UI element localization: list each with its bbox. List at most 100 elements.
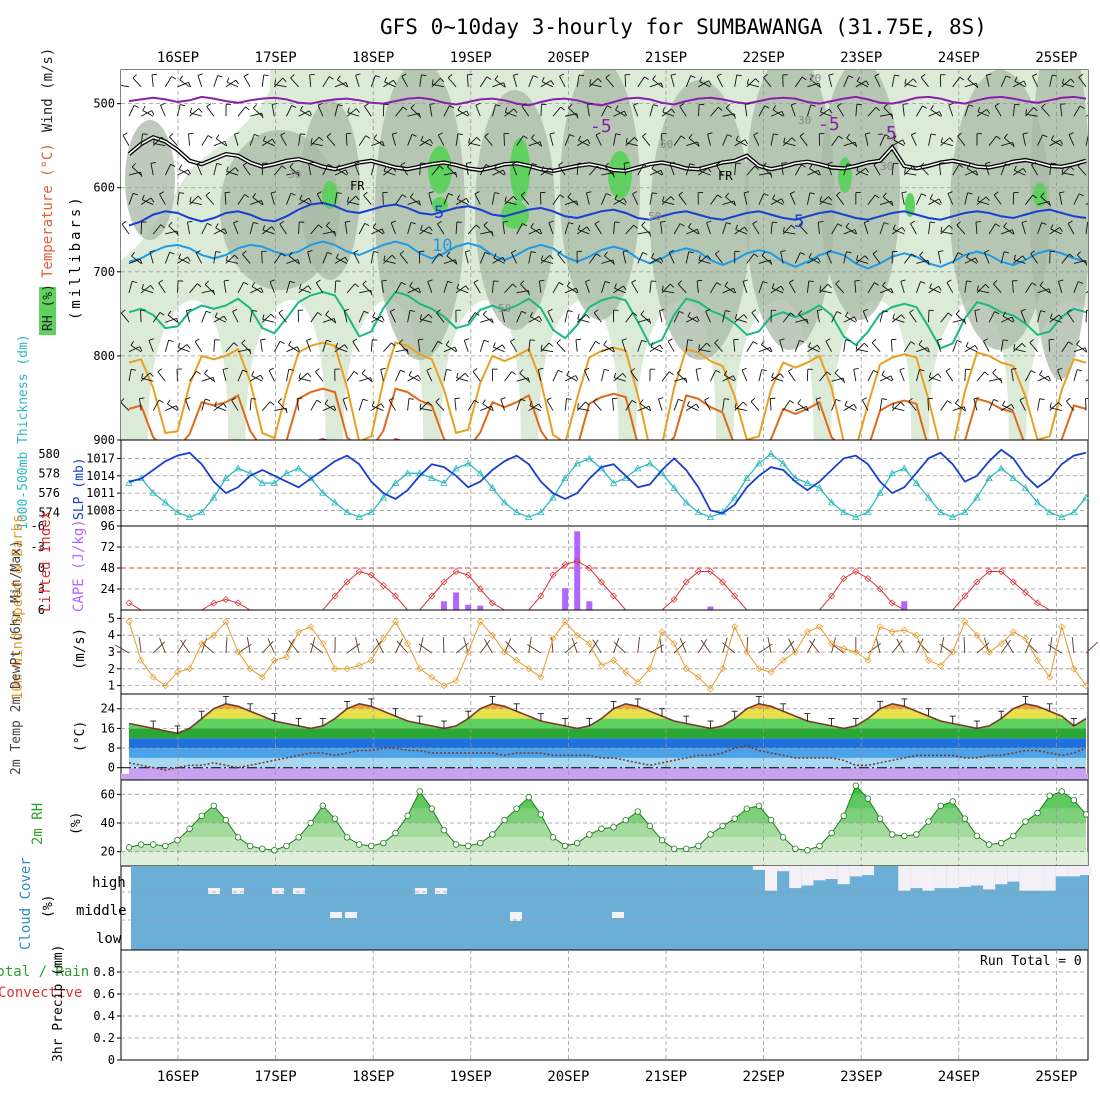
wind-barb (1005, 75, 1011, 79)
wind-barb (504, 108, 515, 117)
wind-barb (307, 372, 312, 378)
wind-barb (798, 310, 803, 315)
wind-barb (260, 374, 264, 380)
wind-barb (762, 166, 772, 176)
wind-barb (392, 132, 398, 135)
wind-barb (650, 342, 654, 348)
wind-barb (249, 398, 252, 411)
li-tick: -6 (31, 519, 45, 533)
wind-barb (223, 279, 230, 282)
wind-barb (1060, 103, 1066, 105)
wind-barb (1061, 167, 1064, 173)
wind-barb (406, 349, 409, 355)
wind-barb (601, 346, 613, 353)
wind-barb (883, 222, 889, 225)
cloud-gap (345, 912, 357, 918)
wind-barb (1022, 132, 1028, 135)
wind-barb (754, 165, 759, 170)
wind-barb (233, 220, 239, 224)
wind-barb (335, 253, 339, 259)
wind-barb (479, 252, 486, 264)
thickness-marker (779, 459, 787, 467)
wind-barb (843, 75, 849, 87)
tick-label: 5 (108, 611, 115, 625)
wind-barb (855, 104, 858, 117)
wind-barb (901, 191, 907, 194)
wind-barb (660, 222, 663, 235)
wind-barb (141, 373, 144, 379)
wind-barb (892, 402, 895, 408)
wind-barb (705, 308, 711, 312)
wind-barb (854, 142, 858, 148)
wind10-marker (973, 631, 981, 639)
wind-barb (138, 398, 142, 411)
wind-barb (1003, 222, 1007, 228)
wind-barb (167, 403, 178, 411)
wind-barb (615, 133, 621, 136)
wind-barb (901, 192, 905, 205)
wind-barb (421, 74, 427, 77)
wind-barb (417, 375, 421, 380)
rh2m-marker (234, 834, 242, 841)
wind-barb (286, 281, 291, 293)
wind-barb (825, 338, 831, 342)
wind-barb (290, 192, 296, 196)
wind-barb (577, 318, 590, 323)
wind10-marker (416, 665, 424, 673)
high-cloud-gap (1031, 866, 1044, 891)
wind-barb (855, 255, 866, 264)
wind-barb (791, 102, 797, 106)
rh2m-marker (222, 816, 230, 824)
wind-barb (899, 369, 905, 382)
wind10-barb (114, 644, 130, 654)
wind-barb (1085, 291, 1088, 294)
wind-barb (670, 196, 675, 201)
contour-label: FR (350, 179, 365, 193)
wind-barb (733, 288, 736, 294)
wind-barb (1079, 105, 1085, 109)
wind-barb (300, 133, 306, 135)
wind-barb (975, 170, 979, 176)
wind-barb (1076, 343, 1087, 353)
wind-barb (479, 340, 485, 352)
wind-barb (552, 370, 559, 382)
wind-barb (322, 340, 327, 352)
wind-barb (333, 318, 337, 324)
wind-barb (298, 372, 308, 382)
wind-barb (855, 342, 865, 353)
wind-barb (407, 310, 411, 323)
wind-barb (121, 220, 127, 225)
wind-barb (242, 162, 248, 166)
high-cloud-gap (825, 866, 838, 879)
wind-barb (992, 372, 1002, 382)
wind-barb (309, 74, 312, 87)
wind-barb (362, 398, 368, 402)
wind10-barb (963, 636, 966, 654)
wind-barb (370, 163, 375, 176)
wind-barb (269, 279, 275, 283)
wind-barb (930, 133, 936, 136)
wind-barb (1085, 203, 1088, 205)
wind-barb (1076, 251, 1081, 256)
wind-barb (139, 346, 143, 352)
wind10-marker (815, 623, 823, 631)
wind-barb (335, 342, 339, 348)
wind-barb (587, 139, 591, 145)
wind-barb (206, 310, 211, 314)
wind-barb (625, 137, 628, 143)
wind-barb (358, 223, 366, 235)
wind-barb (955, 310, 960, 315)
wind-barb (233, 222, 239, 235)
wind-barb (948, 102, 954, 106)
wind-barb (486, 76, 492, 80)
wind-barb (741, 369, 748, 382)
wind-barb (604, 166, 614, 176)
wind-barb (158, 279, 164, 284)
wind10-marker (767, 668, 775, 676)
wind10-marker (755, 665, 763, 673)
tick-label: 60 (101, 787, 115, 801)
wind-barb (443, 105, 450, 117)
wind-barb (456, 283, 460, 289)
wind-barb (929, 194, 933, 199)
